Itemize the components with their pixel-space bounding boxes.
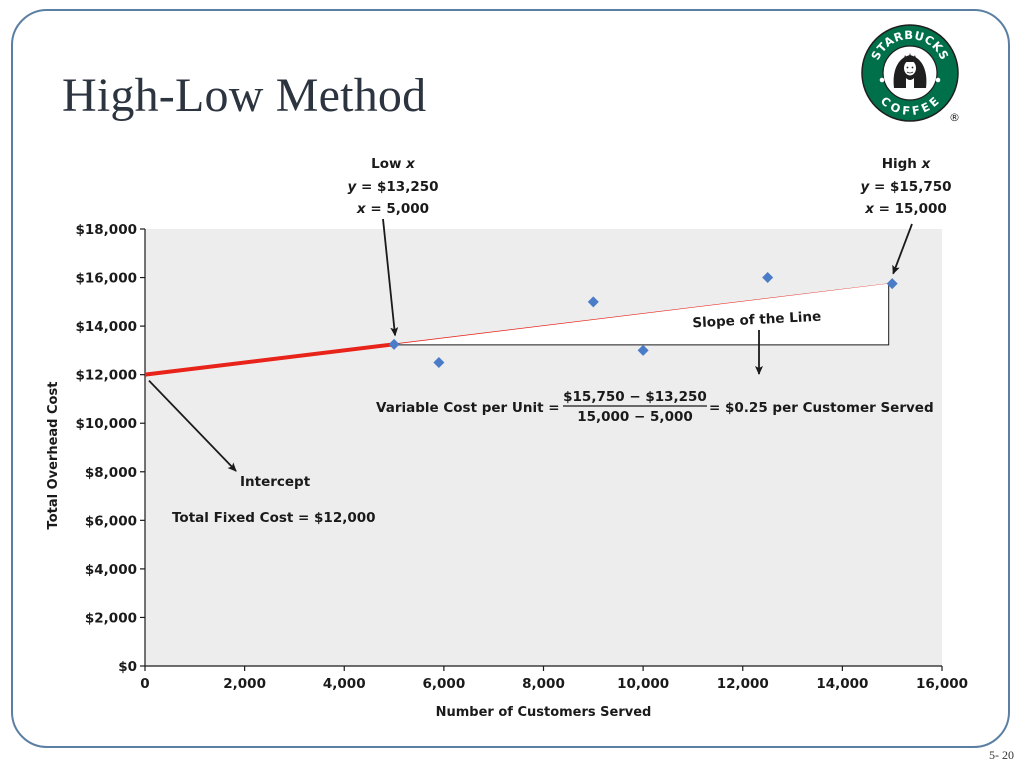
- data-point: [637, 344, 649, 356]
- x-axis-ticks: 0 2,000 4,000 6,000 8,000 10,000 12,000 14,000 1…: [140, 666, 968, 692]
- data-point: [433, 357, 445, 369]
- intercept-label: Intercept: [240, 474, 311, 490]
- variable-cost-denominator: 15,000 − 5,000: [577, 409, 693, 425]
- data-point: [886, 278, 898, 290]
- low-x-title: Low x: [371, 156, 416, 172]
- high-x-value: x = 15,000: [864, 201, 947, 217]
- y-tick-label: $18,000: [76, 222, 138, 238]
- y-tick-label: $10,000: [76, 416, 138, 432]
- x-tick-label: 4,000: [323, 676, 366, 692]
- slide-frame: [11, 9, 1010, 748]
- page-number: 5- 20: [989, 748, 1014, 762]
- variable-cost-result: = $0.25 per Customer Served: [709, 400, 934, 416]
- slope-triangle: [394, 283, 889, 345]
- high-x-title: High x: [882, 156, 932, 172]
- x-axis-label: Number of Customers Served: [436, 705, 652, 720]
- low-y-value: y = $13,250: [347, 179, 438, 195]
- high-y-value: y = $15,750: [860, 179, 951, 195]
- high-point-arrow: [892, 223, 913, 275]
- y-tick-label: $12,000: [76, 368, 138, 384]
- y-axis-ticks: $0 $2,000 $4,000 $6,000 $8,000 $10,000 $12,000…: [76, 222, 145, 675]
- x-tick-label: 6,000: [423, 676, 466, 692]
- variable-cost-prefix: Variable Cost per Unit =: [376, 400, 560, 416]
- starbucks-logo: STARBUCKS COFFEE ®: [861, 24, 960, 124]
- siren-icon: [893, 53, 927, 88]
- y-tick-label: $16,000: [76, 271, 138, 287]
- y-tick-label: $2,000: [85, 610, 137, 626]
- registered-mark: ®: [949, 111, 960, 124]
- y-tick-label: $14,000: [76, 319, 138, 335]
- intercept-arrow: [148, 380, 237, 472]
- slope-label: Slope of the Line: [692, 309, 822, 332]
- data-point: [587, 296, 599, 308]
- data-point: [762, 272, 774, 284]
- star-icon: [935, 77, 941, 83]
- y-tick-label: $8,000: [85, 465, 137, 481]
- low-point-arrow: [382, 218, 399, 337]
- slide-title: High-Low Method: [62, 69, 427, 122]
- low-x-value: x = 5,000: [356, 201, 429, 217]
- data-points: [388, 272, 898, 369]
- y-axis-label: Total Overhead Cost: [46, 382, 61, 530]
- x-tick-label: 10,000: [617, 676, 669, 692]
- x-tick-label: 0: [140, 676, 149, 692]
- x-tick-label: 16,000: [916, 676, 968, 692]
- star-icon: [879, 77, 885, 83]
- y-tick-label: $0: [118, 659, 137, 675]
- regression-line-start: [144, 342, 395, 377]
- y-tick-label: $6,000: [85, 513, 137, 529]
- x-tick-label: 12,000: [717, 676, 769, 692]
- x-tick-label: 2,000: [223, 676, 266, 692]
- x-tick-label: 8,000: [522, 676, 565, 692]
- y-tick-label: $4,000: [85, 562, 137, 578]
- variable-cost-numerator: $15,750 − $13,250: [563, 389, 707, 405]
- x-tick-label: 14,000: [816, 676, 868, 692]
- data-point: [388, 338, 400, 350]
- fixed-cost-label: Total Fixed Cost = $12,000: [172, 510, 376, 526]
